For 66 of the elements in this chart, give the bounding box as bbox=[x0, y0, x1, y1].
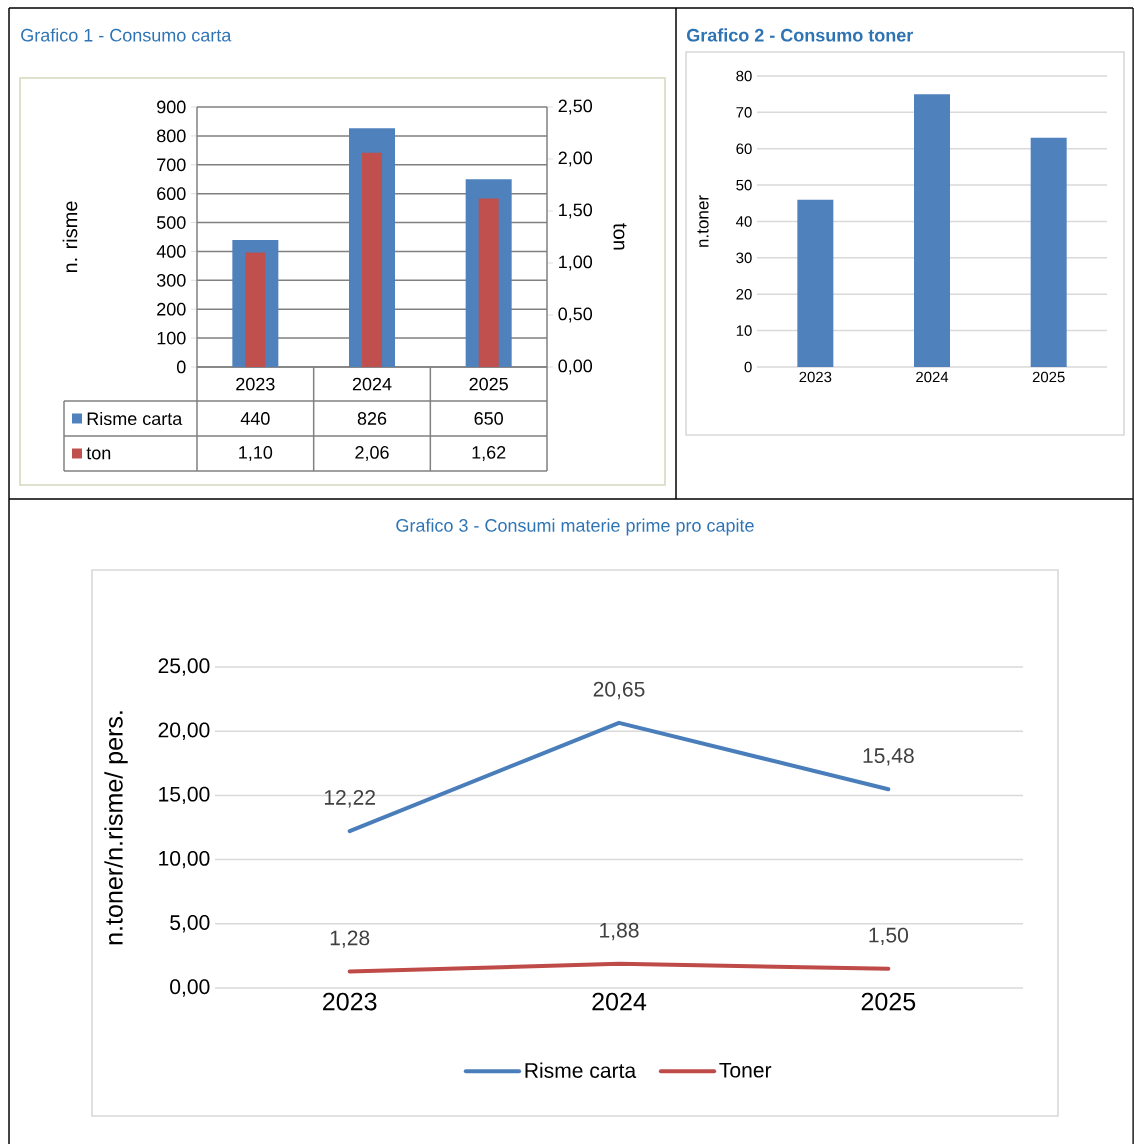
data-label: 1,62 bbox=[472, 446, 506, 461]
y-tick-label: 400 bbox=[156, 245, 186, 258]
y-tick-label: 700 bbox=[157, 158, 186, 172]
y-tick-label: 600 bbox=[157, 187, 186, 201]
y-tick-label: 200 bbox=[157, 302, 186, 316]
y-tick-label: 900 bbox=[157, 100, 186, 114]
y-axis-title: n.toner bbox=[697, 195, 709, 247]
y-tick-label: 70 bbox=[736, 107, 752, 118]
y-tick-label: 500 bbox=[156, 216, 186, 229]
y-tick-label: 20,00 bbox=[158, 722, 210, 740]
y-tick-label: 30 bbox=[736, 252, 752, 264]
y2-tick-label: 1,00 bbox=[559, 255, 593, 271]
y-tick-label: 0 bbox=[176, 360, 186, 374]
bar bbox=[914, 94, 951, 367]
y-tick-label: 40 bbox=[736, 216, 752, 227]
x-tick-label: 2025 bbox=[469, 377, 508, 391]
data-label: 650 bbox=[474, 412, 503, 425]
x-tick-label: 2024 bbox=[352, 377, 392, 391]
data-label: 12,22 bbox=[324, 789, 375, 808]
bar bbox=[797, 199, 834, 367]
y-tick-label: 5,00 bbox=[170, 915, 210, 933]
x-tick-label: 2025 bbox=[1032, 371, 1065, 383]
y2-tick-label: 2,50 bbox=[558, 99, 593, 115]
data-label: 20,65 bbox=[593, 681, 645, 700]
y-tick-label: 50 bbox=[736, 179, 752, 191]
data-label: 2,06 bbox=[355, 446, 389, 461]
y-tick-label: 800 bbox=[157, 129, 186, 143]
y-tick-label: 0,00 bbox=[170, 979, 210, 997]
chart-title: Grafico 1 - Consumo carta bbox=[21, 28, 232, 42]
y-tick-label: 80 bbox=[736, 70, 752, 82]
data-label: 1,88 bbox=[600, 922, 639, 941]
legend-label: ton bbox=[86, 447, 111, 460]
x-tick-label: 2023 bbox=[323, 992, 377, 1011]
x-tick-label: 2023 bbox=[799, 371, 832, 383]
data-label: 1,10 bbox=[239, 446, 273, 461]
y2-tick-label: 0,50 bbox=[558, 307, 593, 323]
data-label: 1,28 bbox=[330, 930, 370, 948]
data-label: 826 bbox=[357, 412, 387, 425]
y-tick-label: 15,00 bbox=[159, 786, 210, 805]
y-tick-label: 0 bbox=[744, 361, 752, 373]
y-axis-title: n. risme bbox=[62, 201, 78, 273]
y-tick-label: 10,00 bbox=[159, 850, 210, 869]
data-label: 15,48 bbox=[863, 748, 914, 766]
y-tick-label: 20 bbox=[736, 288, 752, 300]
legend-label: Risme carta bbox=[525, 1062, 637, 1078]
y-tick-label: 10 bbox=[736, 325, 752, 336]
x-tick-label: 2025 bbox=[861, 992, 916, 1011]
y-tick-label: 300 bbox=[156, 273, 186, 287]
chart-title: Grafico 3 - Consumi materie prime pro capite bbox=[396, 518, 754, 536]
data-label: 440 bbox=[240, 412, 270, 425]
y2-tick-label: 1,50 bbox=[559, 203, 593, 219]
y2-tick-label: 0,00 bbox=[558, 359, 593, 375]
legend-label: Toner bbox=[719, 1062, 772, 1078]
data-label: 1,50 bbox=[869, 927, 909, 946]
y-tick-label: 60 bbox=[736, 143, 752, 155]
y2-axis-title: ton bbox=[613, 223, 627, 250]
y-tick-label: 25,00 bbox=[158, 658, 210, 676]
y2-tick-label: 2,00 bbox=[558, 151, 593, 167]
legend-label: Risme carta bbox=[87, 411, 183, 426]
y-axis-title: n.toner/n.risme/ pers. bbox=[104, 711, 128, 945]
x-tick-label: 2023 bbox=[236, 377, 275, 391]
y-tick-label: 100 bbox=[157, 331, 186, 345]
x-tick-label: 2024 bbox=[592, 992, 647, 1011]
x-tick-label: 2024 bbox=[916, 371, 949, 383]
bar bbox=[1030, 137, 1067, 367]
chart-title: Grafico 2 - Consumo toner bbox=[687, 28, 914, 42]
